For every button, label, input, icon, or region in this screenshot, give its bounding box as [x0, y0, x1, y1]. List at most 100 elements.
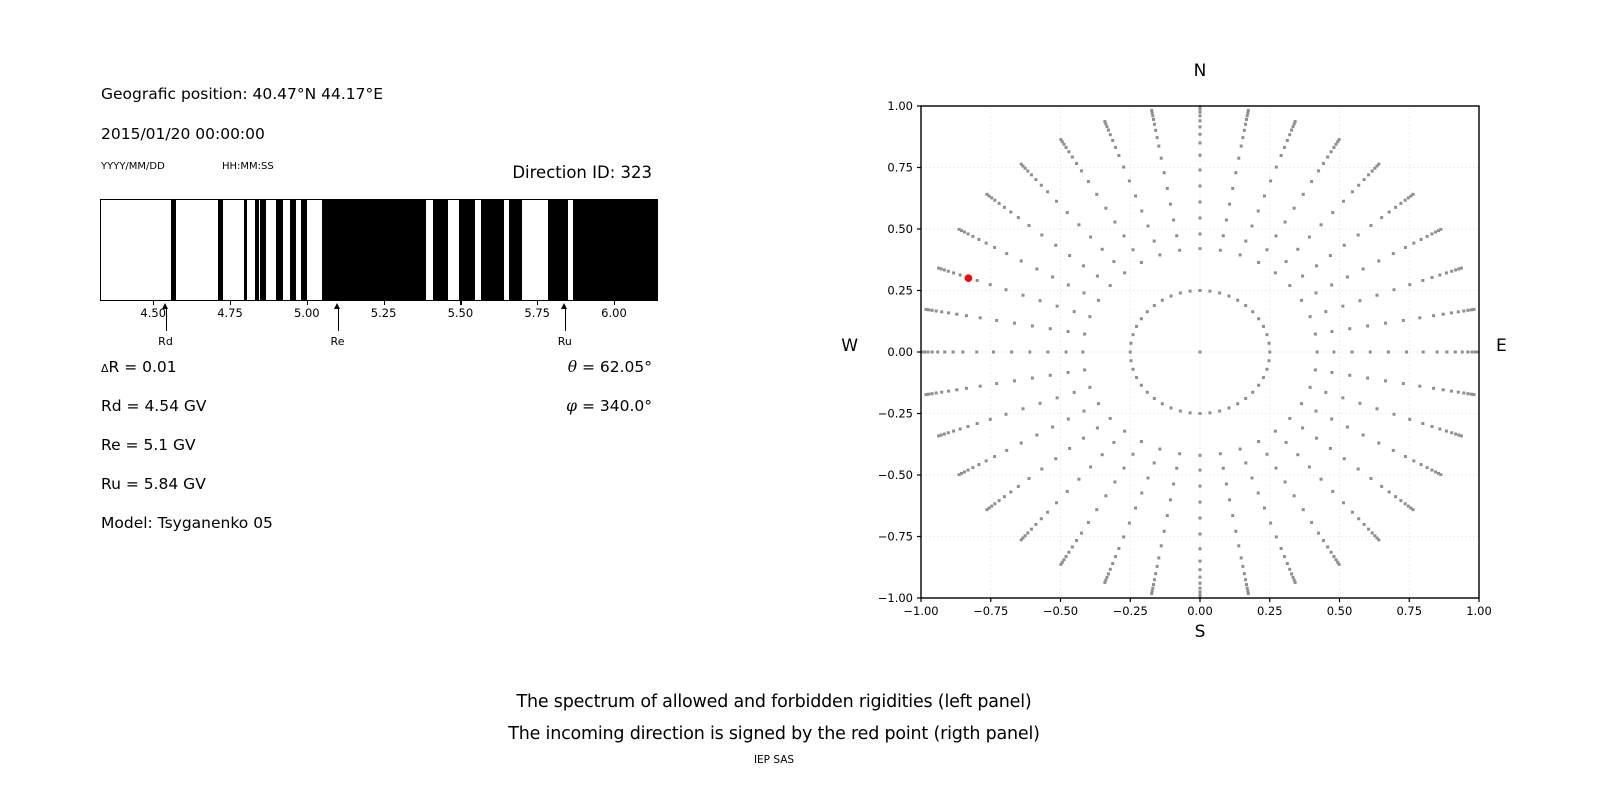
direction-dot	[1292, 206, 1296, 210]
direction-dot	[1257, 261, 1261, 265]
direction-dot	[1331, 211, 1335, 215]
direction-dot	[1221, 466, 1225, 470]
direction-dot	[1292, 122, 1296, 126]
direction-dot	[1370, 531, 1374, 535]
direction-dot	[1261, 376, 1265, 380]
direction-dot	[1089, 235, 1093, 239]
direction-dot	[1082, 264, 1086, 268]
direction-dot	[1387, 210, 1391, 214]
direction-x-tick-label: −1.00	[903, 604, 938, 618]
direction-dot	[1332, 350, 1336, 354]
direction-dot	[930, 350, 934, 354]
compass-east-label: E	[1496, 336, 1507, 356]
direction-dot	[942, 432, 946, 436]
direction-dot	[1100, 453, 1104, 457]
direction-dot	[1403, 198, 1407, 202]
direction-dot	[1436, 471, 1440, 475]
direction-dot	[1329, 550, 1333, 554]
direction-dot	[937, 434, 941, 438]
direction-dot	[1135, 324, 1139, 328]
direction-dot	[1269, 521, 1273, 525]
direction-dot	[1358, 401, 1362, 405]
direction-dot	[1228, 202, 1232, 206]
time-format-hint: HH:MM:SS	[222, 161, 274, 172]
direction-dot	[1362, 522, 1366, 526]
direction-dot	[1244, 461, 1248, 465]
direction-dot	[1151, 583, 1155, 587]
direction-dot	[1314, 291, 1318, 295]
direction-y-tick-label: 0.75	[887, 161, 913, 175]
direction-dot	[1122, 234, 1126, 238]
direction-dot	[1348, 373, 1352, 377]
direction-dot	[1039, 517, 1043, 521]
direction-dot	[1348, 327, 1352, 331]
direction-dot	[1066, 371, 1070, 375]
direction-dot	[1288, 284, 1292, 288]
direction-dot	[1152, 304, 1156, 308]
direction-dot	[977, 237, 981, 241]
theta-symbol: θ	[567, 358, 578, 376]
direction-dot	[1198, 119, 1202, 123]
direction-dot	[1048, 327, 1052, 331]
direction-dot	[926, 350, 930, 354]
cutoff-arrow-shaft	[564, 308, 567, 331]
direction-dot	[1027, 477, 1031, 481]
spectrum-x-tick-label: 4.50	[140, 306, 167, 320]
direction-dot	[1224, 482, 1228, 486]
direction-dot	[993, 245, 997, 249]
direction-dot	[1444, 271, 1448, 275]
direction-dot	[1065, 211, 1069, 215]
direction-dot	[1361, 433, 1365, 437]
direction-dot	[1046, 510, 1050, 514]
cutoff-arrow-head	[334, 303, 341, 309]
direction-dot	[957, 227, 961, 231]
direction-dot	[1070, 155, 1074, 159]
forbidden-band	[322, 200, 426, 300]
direction-dot	[1038, 401, 1042, 405]
forbidden-band	[458, 200, 475, 300]
direction-dot	[1434, 230, 1438, 234]
direction-dot	[962, 470, 966, 474]
direction-dot	[1046, 350, 1050, 354]
direction-dot	[1313, 368, 1317, 372]
direction-dot	[1100, 247, 1104, 251]
direction-dot	[988, 283, 992, 287]
direction-y-tick-label: −0.50	[878, 468, 913, 482]
direction-dot	[1244, 304, 1248, 308]
direction-dot	[1242, 572, 1246, 576]
direction-dot	[1383, 379, 1387, 383]
direction-dot	[1350, 190, 1354, 194]
direction-dot	[1454, 268, 1458, 272]
direction-dot	[1152, 122, 1156, 126]
phi-label: φ = 340.0°	[566, 397, 652, 415]
direction-dot	[927, 308, 931, 312]
direction-dot	[923, 350, 927, 354]
direction-dot	[1234, 171, 1238, 175]
direction-dot	[960, 471, 964, 475]
direction-dot	[997, 499, 1001, 503]
direction-y-tick-label: 0.50	[887, 222, 913, 236]
direction-dot	[1064, 145, 1068, 149]
direction-dot	[1198, 568, 1202, 572]
direction-dot	[1129, 341, 1133, 345]
direction-dot	[1256, 491, 1260, 495]
direction-dot	[1345, 275, 1349, 279]
direction-dot	[1282, 145, 1286, 149]
direction-dot	[1370, 169, 1374, 173]
direction-dot	[966, 468, 970, 472]
direction-dot	[985, 508, 989, 512]
direction-dot	[1016, 216, 1020, 220]
direction-dot	[1373, 534, 1377, 538]
direction-dot	[1412, 459, 1416, 463]
direction-dot	[1314, 264, 1318, 268]
spectrum-x-tick	[460, 301, 462, 305]
direction-dot	[1357, 183, 1361, 187]
direction-dot	[1267, 341, 1271, 345]
direction-plot: −1.00 −0.75 −0.50 −0.25 0.00 0.25 0.50 0.75 1.00…	[878, 99, 1492, 618]
direction-dot	[1293, 120, 1297, 124]
direction-dot	[1387, 490, 1391, 494]
direction-dot	[1394, 205, 1398, 209]
direction-dot	[1089, 465, 1093, 469]
direction-dot	[1332, 555, 1336, 559]
direction-dot	[1208, 411, 1212, 415]
